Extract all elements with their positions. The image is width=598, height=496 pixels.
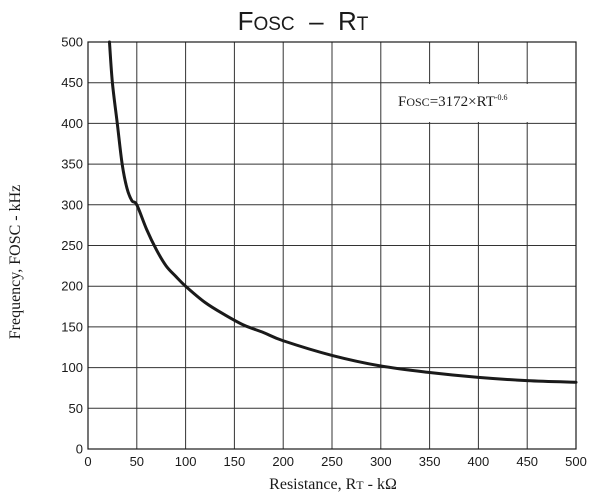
y-tick-300: 300 (61, 197, 83, 212)
y-tick-50: 50 (69, 401, 83, 416)
series-group (107, 40, 578, 384)
y-tick-labels: 0 50 100 150 200 250 300 350 400 450 500 (61, 35, 83, 457)
x-axis-label: Resistance, RT - kΩ (269, 476, 397, 493)
formula-exponent: -0.6 (495, 93, 508, 102)
title-part-f: F (238, 6, 254, 36)
y-tick-350: 350 (61, 157, 83, 172)
x-tick-300: 300 (370, 454, 392, 469)
x-tick-50: 50 (130, 454, 144, 469)
formula-part-osc: OSC (406, 95, 429, 109)
annotation-box: FOSC=3172×RT-0.6 (393, 84, 575, 122)
formula-annotation: FOSC=3172×RT-0.6 (398, 93, 508, 110)
xlabel-part-t: T (356, 478, 364, 492)
x-tick-0: 0 (84, 454, 91, 469)
y-tick-450: 450 (61, 75, 83, 90)
x-tick-500: 500 (565, 454, 587, 469)
y-tick-400: 400 (61, 116, 83, 131)
chart-title: FOSC – RT (238, 6, 369, 36)
grid (87, 41, 577, 450)
x-tick-350: 350 (419, 454, 441, 469)
title-part-osc: OSC (253, 14, 294, 35)
y-tick-150: 150 (61, 319, 83, 334)
y-axis-label: Frequency, FOSC - kHz (7, 185, 24, 340)
svg-text:FOSC – RT: FOSC – RT (238, 6, 369, 36)
y-tick-500: 500 (61, 35, 83, 50)
annotation-background (393, 84, 575, 122)
y-tick-200: 200 (61, 279, 83, 294)
x-tick-250: 250 (321, 454, 343, 469)
xlabel-part-resistance: Resistance, R (269, 476, 356, 493)
series-line-0 (107, 40, 578, 384)
x-tick-200: 200 (272, 454, 294, 469)
formula-part-body: =3172×RT (430, 94, 495, 110)
formula-part-f: F (398, 94, 406, 110)
x-tick-450: 450 (516, 454, 538, 469)
x-tick-100: 100 (175, 454, 197, 469)
y-tick-250: 250 (61, 238, 83, 253)
x-tick-150: 150 (224, 454, 246, 469)
xlabel-part-unit: - kΩ (364, 476, 397, 493)
x-tick-400: 400 (468, 454, 490, 469)
plot-frame (87, 41, 577, 450)
y-tick-100: 100 (61, 360, 83, 375)
title-part-r: – R (295, 6, 357, 36)
y-tick-0: 0 (76, 442, 83, 457)
title-part-t: T (357, 14, 369, 35)
x-tick-labels: 0 50 100 150 200 250 300 350 400 450 500 (84, 454, 586, 469)
